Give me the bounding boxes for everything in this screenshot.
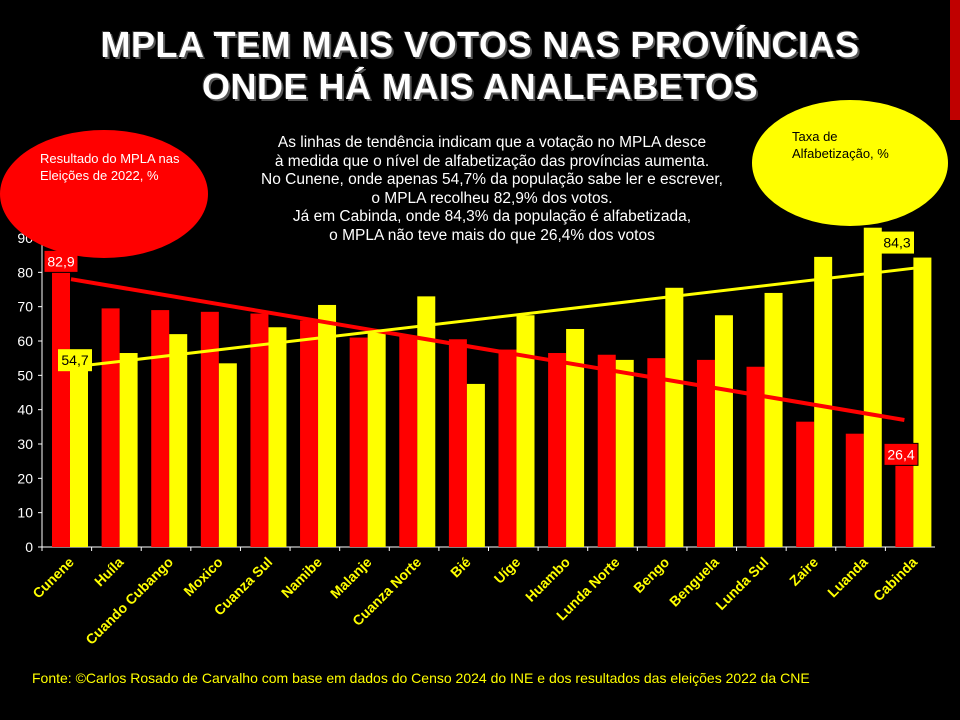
mpla-legend-text: Resultado do MPLA nas Eleições de 2022, … bbox=[40, 151, 180, 183]
mpla-bar bbox=[597, 354, 616, 547]
mpla-bar bbox=[696, 359, 715, 547]
data-label: 82,9 bbox=[47, 253, 74, 269]
mpla-bar bbox=[498, 349, 517, 547]
y-tick-label: 80 bbox=[17, 264, 33, 280]
y-tick-label: 10 bbox=[17, 505, 33, 521]
literacy-bar bbox=[566, 328, 585, 547]
data-label: 54,7 bbox=[61, 352, 88, 368]
note-line: à medida que o nível de alfabetização da… bbox=[274, 152, 710, 170]
mpla-bar bbox=[399, 335, 418, 547]
data-label: 84,3 bbox=[883, 235, 910, 251]
category-label: Namibe bbox=[278, 554, 325, 601]
literacy-trendline bbox=[88, 265, 923, 367]
literacy-bar bbox=[169, 334, 188, 547]
note-line: As linhas de tendência indicam que a vot… bbox=[277, 134, 707, 151]
literacy-bar bbox=[318, 304, 337, 547]
category-label: Cuando Cubango bbox=[82, 554, 176, 648]
literacy-bar bbox=[913, 257, 932, 547]
literacy-bar bbox=[417, 296, 436, 547]
category-label: Zaire bbox=[786, 554, 821, 589]
mpla-bar bbox=[895, 456, 914, 547]
mpla-bar bbox=[746, 366, 765, 547]
category-label: Luanda bbox=[824, 554, 871, 601]
literacy-legend-bubble bbox=[752, 100, 948, 226]
literacy-legend-text: Taxa de Alfabetização, % bbox=[792, 129, 889, 161]
y-tick-label: 50 bbox=[17, 367, 33, 383]
literacy-bar bbox=[863, 227, 882, 547]
y-tick-label: 40 bbox=[17, 402, 33, 418]
y-tick-label: 70 bbox=[17, 299, 33, 315]
category-label: Lunda Sul bbox=[712, 554, 771, 613]
category-label: Moxico bbox=[180, 554, 225, 599]
mpla-trendline bbox=[70, 277, 905, 422]
y-tick-label: 30 bbox=[17, 436, 33, 452]
mpla-bar bbox=[151, 310, 170, 547]
data-label-box bbox=[58, 349, 92, 372]
category-label: Bié bbox=[447, 554, 474, 581]
chart-title-line-2: ONDE HÁ MAIS ANALFABETOS bbox=[201, 66, 759, 107]
literacy-bar bbox=[70, 359, 88, 547]
literacy-bar bbox=[764, 292, 783, 547]
literacy-bar bbox=[615, 359, 634, 547]
mpla-legend-bubble bbox=[0, 130, 208, 258]
note-line: No Cunene, onde apenas 54,7% da populaçã… bbox=[261, 171, 723, 188]
y-tick-label: 20 bbox=[17, 470, 33, 486]
mpla-bar bbox=[52, 262, 70, 547]
data-label-box bbox=[883, 442, 919, 466]
category-label: Cunene bbox=[29, 554, 77, 602]
category-label: Uíge bbox=[491, 554, 524, 587]
literacy-bar bbox=[466, 383, 485, 547]
mpla-bar bbox=[796, 421, 815, 547]
slide-accent-bar bbox=[950, 0, 960, 120]
literacy-bar bbox=[218, 363, 237, 547]
mpla-bar bbox=[200, 311, 219, 547]
category-label: Malanje bbox=[327, 554, 375, 602]
literacy-bar bbox=[119, 353, 138, 547]
note-line: Já em Cabinda, onde 84,3% da população é… bbox=[292, 208, 692, 225]
literacy-bar bbox=[367, 332, 386, 547]
source-footnote: Fonte: ©Carlos Rosado de Carvalho com ba… bbox=[32, 670, 810, 686]
literacy-bar bbox=[268, 327, 287, 547]
category-label: Huíla bbox=[91, 554, 127, 590]
mpla-bar bbox=[300, 320, 319, 547]
note-line: o MPLA recolheu 82,9% dos votos. bbox=[371, 189, 613, 207]
mpla-bar bbox=[845, 433, 864, 547]
literacy-bar bbox=[665, 287, 684, 547]
data-label-box bbox=[880, 231, 914, 254]
category-label: Bengo bbox=[630, 554, 672, 596]
category-label: Huambo bbox=[522, 554, 573, 605]
mpla-bar bbox=[101, 308, 120, 547]
literacy-bar bbox=[516, 315, 535, 547]
explanatory-note: As linhas de tendência indicam que a vot… bbox=[222, 134, 762, 245]
mpla-bar bbox=[548, 353, 567, 547]
data-label: 26,4 bbox=[887, 446, 914, 462]
literacy-bar bbox=[814, 256, 833, 547]
mpla-bar bbox=[448, 339, 467, 547]
mpla-bar bbox=[349, 337, 368, 547]
literacy-bar bbox=[714, 315, 733, 547]
mpla-bar bbox=[647, 358, 666, 547]
category-label: Cabinda bbox=[870, 554, 921, 605]
y-tick-label: 0 bbox=[25, 539, 33, 555]
chart-title-line-1: MPLA TEM MAIS VOTOS NAS PROVÍNCIAS bbox=[100, 24, 860, 65]
note-line: o MPLA não teve mais do que 26,4% dos vo… bbox=[329, 226, 655, 244]
y-tick-label: 60 bbox=[17, 333, 33, 349]
mpla-bar bbox=[250, 313, 269, 547]
